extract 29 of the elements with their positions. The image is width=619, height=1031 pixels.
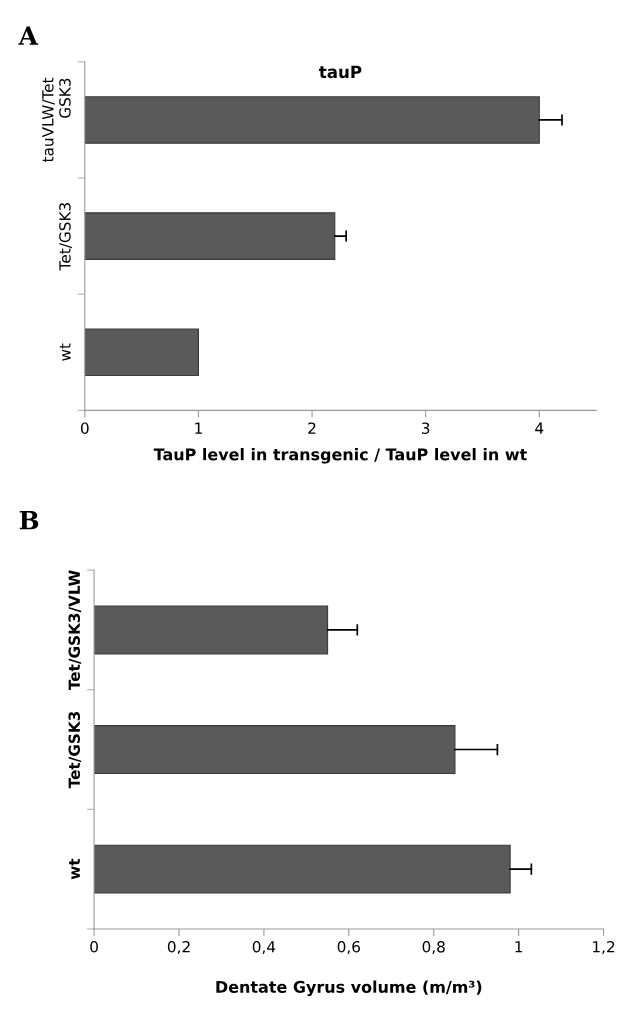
- x-tick-label: 0,6: [337, 941, 360, 955]
- x-tick-label: 1: [195, 422, 202, 434]
- y-tick-label: Tet/GSK3: [59, 203, 72, 271]
- x-tick-label: 4: [535, 422, 544, 434]
- bar: [84, 212, 336, 260]
- x-tick-label: 3: [421, 422, 430, 434]
- bar: [84, 328, 199, 377]
- bar: [94, 844, 511, 894]
- x-axis-title: Dentate Gyrus volume (m/m³): [216, 980, 482, 997]
- x-axis-title: TauP level in transgenic / TauP level in wt: [153, 448, 527, 464]
- bar: [94, 605, 329, 655]
- x-tick-label: 0,4: [252, 941, 276, 955]
- x-tick-label: 2: [308, 422, 316, 434]
- y-tick-label: Tet/GSK3: [68, 711, 82, 789]
- text: B: [19, 511, 39, 530]
- x-tick-label: 1: [515, 941, 523, 953]
- bar: [84, 96, 540, 144]
- y-tick-label: wt: [59, 343, 71, 361]
- chart-title: tauP: [319, 65, 362, 79]
- text: A: [18, 26, 39, 45]
- y-tick-label: wt: [69, 858, 80, 880]
- x-tick-label: 0: [80, 422, 89, 434]
- y-tick-label: tauVLW/Tet GSK3: [42, 77, 71, 163]
- bar: [94, 725, 456, 775]
- x-tick-label: 0: [90, 941, 98, 953]
- x-tick-label: 1,2: [593, 941, 615, 955]
- y-tick-label: Tet/GSK3/VLW: [68, 570, 82, 691]
- x-tick-label: 0,8: [422, 941, 445, 955]
- x-tick-label: 0,2: [167, 941, 190, 955]
